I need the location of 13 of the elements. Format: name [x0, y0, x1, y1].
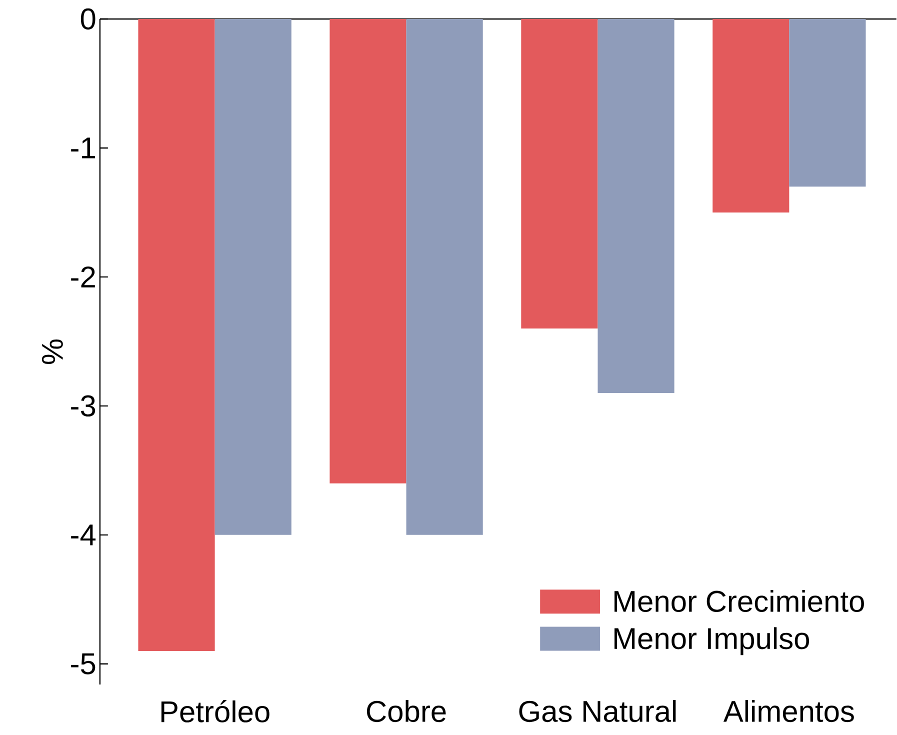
x-tick-label: Gas Natural: [519, 700, 676, 722]
y-tick-label: 0: [80, 8, 96, 30]
y-tick-label: -2: [71, 266, 95, 288]
x-tick-label: Petróleo: [161, 700, 270, 723]
y-tick-label: -5: [71, 654, 96, 675]
y-axis-title: %: [42, 340, 63, 364]
legend-label: Menor Impulso: [614, 627, 810, 656]
x-tick-label: Cobre: [366, 700, 446, 722]
x-tick-label: Alimentos: [723, 700, 854, 722]
legend-label: Menor Crecimiento: [614, 590, 864, 612]
y-tick-label: -3: [71, 396, 96, 417]
y-tick-label: -1: [71, 138, 95, 159]
y-tick-label: -4: [71, 524, 96, 546]
